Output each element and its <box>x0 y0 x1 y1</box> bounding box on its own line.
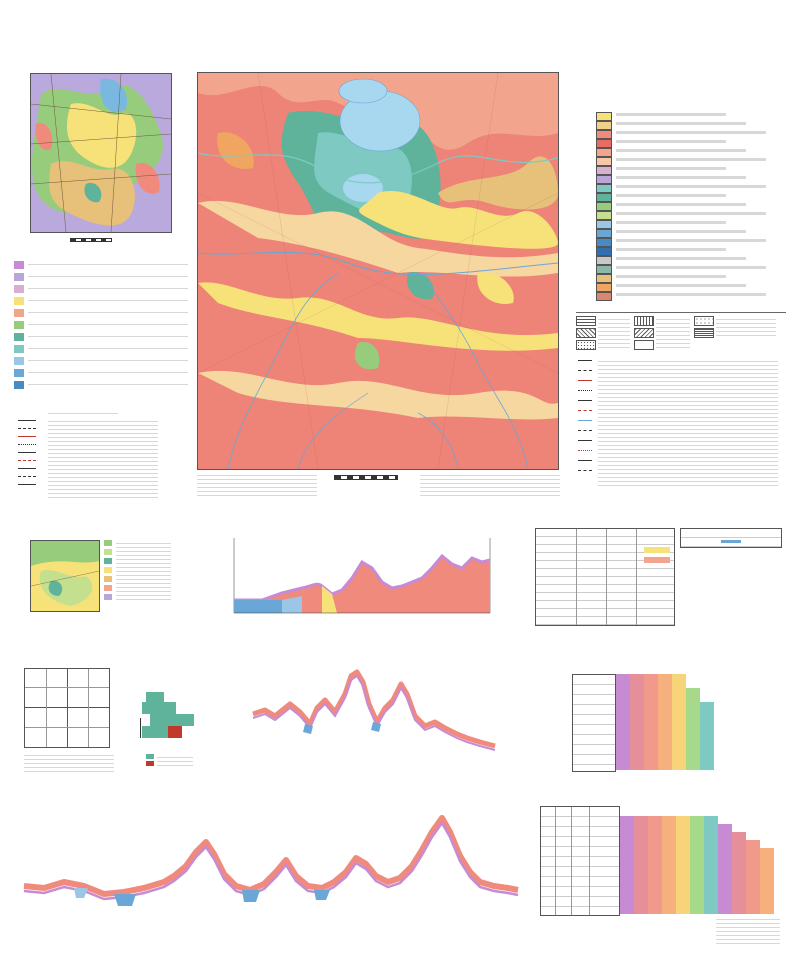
legend-swatch-text <box>616 176 746 179</box>
legend-swatch <box>596 157 612 166</box>
legend-swatch-text <box>616 248 726 251</box>
extra-table <box>680 528 782 548</box>
legend-swatch-text <box>616 167 726 170</box>
legend-patterns <box>574 312 789 490</box>
legend-swatch-text <box>616 284 746 287</box>
sheets-scheme <box>132 692 194 750</box>
legend-swatch-text <box>616 185 766 188</box>
legend-swatch-text <box>616 293 766 296</box>
geomorph-scheme-map <box>30 73 172 233</box>
map-imprint-left <box>197 472 317 498</box>
legend-swatch <box>596 211 612 220</box>
legend-swatch <box>596 238 612 247</box>
correlation-bar <box>746 840 760 914</box>
geomorph-scale-bar <box>70 238 112 242</box>
legend-swatch <box>596 193 612 202</box>
legend-swatch-text <box>616 113 726 116</box>
vitim-relations-profile <box>23 815 519 906</box>
legend-swatch <box>596 184 612 193</box>
legend-swatch-text <box>616 140 726 143</box>
legend-swatch-text <box>616 212 766 215</box>
correlation-bar <box>686 688 700 770</box>
legend-swatch-text <box>616 122 746 125</box>
legend-swatches <box>596 112 786 308</box>
legend-swatch <box>596 148 612 157</box>
geomorph-legend <box>14 255 194 405</box>
correlation-bar <box>718 824 732 914</box>
correlation-bar <box>644 674 658 770</box>
geomorph-symbols <box>14 410 194 498</box>
correlation-bar <box>634 816 648 914</box>
vitim-correlation-bars <box>620 806 775 914</box>
legend-swatch-text <box>616 158 766 161</box>
correlation-bar <box>616 674 630 770</box>
map-scale-bar <box>334 475 398 480</box>
legend-swatch-text <box>616 230 746 233</box>
stratigraphic-table <box>535 528 675 626</box>
legend-swatch <box>596 265 612 274</box>
legend-swatch-text <box>616 149 746 152</box>
legend-swatch <box>596 229 612 238</box>
sheets-legend <box>146 754 196 768</box>
relief-legend <box>104 540 184 610</box>
correlation-bar <box>704 816 718 914</box>
legend-swatch <box>596 139 612 148</box>
relief-scheme <box>30 540 100 612</box>
legend-swatch <box>596 130 612 139</box>
legend-swatch-text <box>616 221 726 224</box>
legend-swatch <box>596 202 612 211</box>
materials-scheme <box>24 668 110 748</box>
correlation-bar <box>760 848 774 914</box>
legend-swatch <box>596 256 612 265</box>
cross-section <box>233 538 491 614</box>
legend-swatch <box>596 166 612 175</box>
legend-swatch-text <box>616 275 726 278</box>
legend-swatch-text <box>616 266 766 269</box>
legend-swatch-text <box>616 257 746 260</box>
correlation-bar <box>648 816 662 914</box>
legend-swatch <box>596 220 612 229</box>
correlation-bar <box>672 674 686 770</box>
selenga-correlation-table <box>572 674 616 772</box>
materials-notes <box>24 752 114 772</box>
correlation-bar <box>690 816 704 914</box>
vitim-notes <box>716 916 780 944</box>
legend-swatch <box>596 175 612 184</box>
correlation-bar <box>676 816 690 914</box>
map-imprint-right <box>420 472 560 498</box>
selenga-correlation-bars <box>616 674 720 770</box>
legend-swatch <box>596 283 612 292</box>
correlation-bar <box>658 674 672 770</box>
legend-swatch-text <box>616 239 766 242</box>
legend-swatch <box>596 247 612 256</box>
correlation-bar <box>700 702 714 770</box>
legend-swatch-text <box>616 131 766 134</box>
correlation-bar <box>620 816 634 914</box>
correlation-bar <box>662 816 676 914</box>
correlation-bar <box>732 832 746 914</box>
correlation-bar <box>630 674 644 770</box>
legend-swatch <box>596 121 612 130</box>
selenga-relations-profile <box>252 669 496 751</box>
legend-swatch-text <box>616 194 726 197</box>
legend-swatch <box>596 292 612 301</box>
legend-swatch-text <box>616 203 746 206</box>
vitim-correlation-table <box>540 806 620 916</box>
legend-swatch <box>596 112 612 121</box>
legend-swatch <box>596 274 612 283</box>
main-map[interactable] <box>197 72 559 470</box>
